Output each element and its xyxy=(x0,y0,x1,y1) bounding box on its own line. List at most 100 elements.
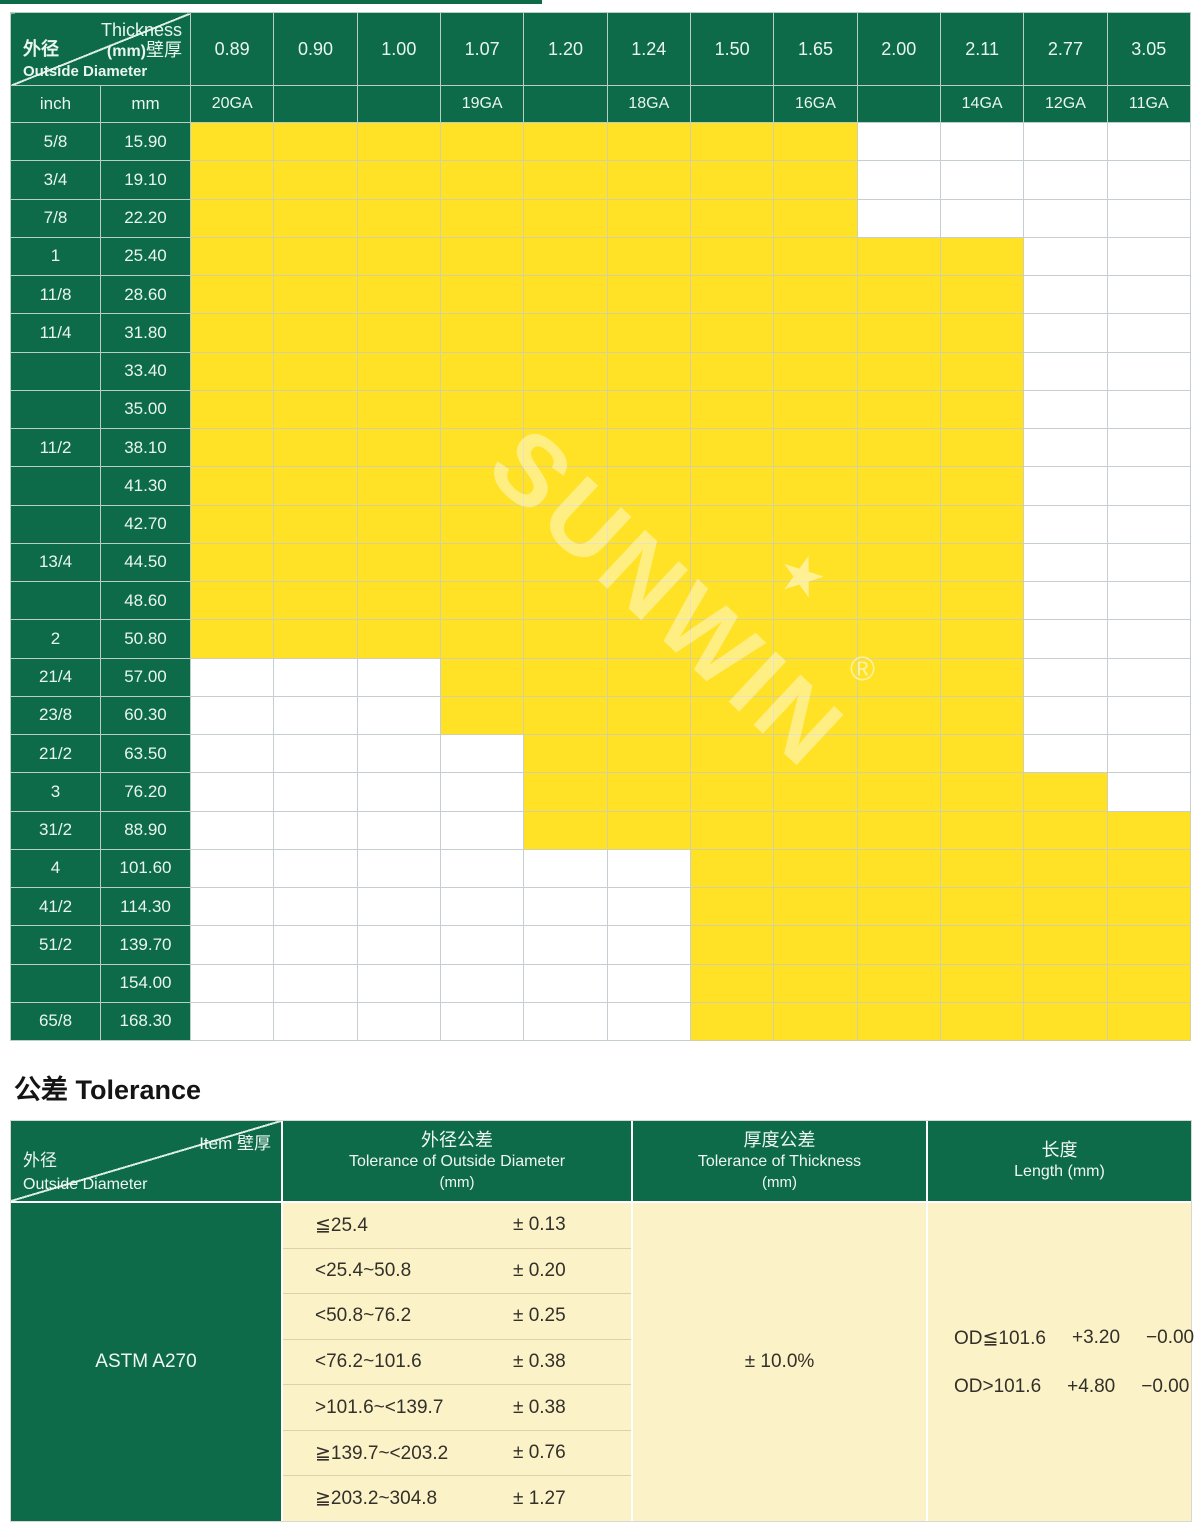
size-row-168.30: 65/8 168.30 xyxy=(10,1001,1191,1042)
tolerance-od-cn: 外径 xyxy=(23,1151,57,1170)
mm-value: 60.30 xyxy=(100,695,191,736)
available-cell xyxy=(689,274,775,315)
available-cell xyxy=(689,695,775,736)
unavailable-cell xyxy=(1106,313,1191,353)
available-cell xyxy=(273,389,358,430)
unavailable-cell xyxy=(1106,466,1191,506)
unavailable-cell xyxy=(1106,160,1191,200)
size-row-19.10: 3/4 19.10 xyxy=(10,160,1191,200)
available-cell xyxy=(1106,1001,1191,1042)
available-cell xyxy=(273,121,358,162)
available-cell xyxy=(606,542,691,583)
available-cell xyxy=(356,619,441,659)
unavailable-cell xyxy=(1023,466,1108,506)
inch-value: 4 xyxy=(10,848,101,889)
od-range: ≧139.7~<203.2 xyxy=(315,1442,449,1464)
unavailable-cell xyxy=(1023,657,1108,697)
available-cell xyxy=(856,542,941,583)
available-cell xyxy=(273,466,358,506)
mm-value: 28.60 xyxy=(100,274,191,315)
od-range: <76.2~101.6 xyxy=(315,1351,422,1373)
available-cell xyxy=(773,886,858,927)
unavailable-cell xyxy=(273,886,358,927)
inch-value: 11/4 xyxy=(10,313,101,353)
available-cell xyxy=(189,504,275,544)
unavailable-cell xyxy=(1023,160,1108,200)
gauge-label-empty xyxy=(856,85,941,123)
size-row-154.00: 154.00 xyxy=(10,963,1191,1003)
available-cell xyxy=(856,1001,941,1042)
unavailable-cell xyxy=(1023,351,1108,391)
od-range: >101.6~<139.7 xyxy=(315,1396,444,1418)
thickness-col-1.00: 1.00 xyxy=(356,12,441,86)
unavailable-cell xyxy=(439,848,525,889)
gauge-label-empty xyxy=(273,85,358,123)
unavailable-cell xyxy=(189,772,275,812)
available-cell xyxy=(189,274,275,315)
minus-tolerance: −0.00 xyxy=(1146,1326,1195,1348)
unavailable-cell xyxy=(939,160,1025,200)
available-cell xyxy=(689,886,775,927)
available-cell xyxy=(273,619,358,659)
available-cell xyxy=(856,580,941,621)
unavailable-cell xyxy=(189,848,275,889)
thickness-col-1.65: 1.65 xyxy=(773,12,858,86)
size-row-33.40: 33.40 xyxy=(10,351,1191,391)
unavailable-cell xyxy=(189,695,275,736)
inch-value: 21/2 xyxy=(10,733,101,774)
unavailable-cell xyxy=(939,121,1025,162)
available-cell xyxy=(939,504,1025,544)
unavailable-cell xyxy=(273,1001,358,1042)
available-cell xyxy=(189,542,275,583)
unavailable-cell xyxy=(606,886,691,927)
gauge-label-12GA: 12GA xyxy=(1023,85,1108,123)
available-cell xyxy=(773,504,858,544)
available-cell xyxy=(356,160,441,200)
gauge-label-11GA: 11GA xyxy=(1106,85,1191,123)
available-cell xyxy=(856,657,941,697)
available-cell xyxy=(689,810,775,850)
unavailable-cell xyxy=(1106,657,1191,697)
unavailable-cell xyxy=(1106,389,1191,430)
inch-value: 7/8 xyxy=(10,198,101,238)
mm-value: 38.10 xyxy=(100,427,191,468)
inch-value: 1 xyxy=(10,236,101,277)
available-cell xyxy=(939,848,1025,889)
size-row-15.90: 5/8 15.90 xyxy=(10,121,1191,162)
unavailable-cell xyxy=(606,1001,691,1042)
thickness-col-2.77: 2.77 xyxy=(1023,12,1108,86)
available-cell xyxy=(439,695,525,736)
available-cell xyxy=(773,848,858,889)
available-cell xyxy=(523,619,608,659)
od-range: <50.8~76.2 xyxy=(315,1305,412,1327)
unavailable-cell xyxy=(1023,542,1108,583)
available-cell xyxy=(773,963,858,1003)
size-row-88.90: 31/2 88.90 xyxy=(10,810,1191,850)
unavailable-cell xyxy=(1106,542,1191,583)
available-cell xyxy=(773,619,858,659)
od-tolerance-value: ± 0.38 xyxy=(513,1396,566,1418)
gauge-label-19GA: 19GA xyxy=(439,85,525,123)
od-tolerance-rows: ≦25.4 ± 0.13 <25.4~50.8 ± 0.20 <50.8~76.2 ± 0… xyxy=(283,1203,631,1521)
inch-header: inch xyxy=(10,85,101,123)
available-cell xyxy=(606,427,691,468)
available-cell xyxy=(439,121,525,162)
available-cell xyxy=(523,695,608,736)
available-cell xyxy=(689,351,775,391)
mm-value: 31.80 xyxy=(100,313,191,353)
available-cell xyxy=(189,313,275,353)
unavailable-cell xyxy=(856,121,941,162)
available-cell xyxy=(439,236,525,277)
corner-od-cn: 外径 xyxy=(23,39,59,59)
available-cell xyxy=(773,925,858,965)
available-cell xyxy=(439,198,525,238)
unavailable-cell xyxy=(1023,389,1108,430)
inch-value xyxy=(10,389,101,430)
available-cell xyxy=(439,389,525,430)
available-cell xyxy=(689,1001,775,1042)
unavailable-cell xyxy=(523,963,608,1003)
available-cell xyxy=(939,466,1025,506)
od-tolerance-value: ± 0.76 xyxy=(513,1442,566,1464)
tolerance-section-title: 公差 Tolerance xyxy=(14,1075,202,1105)
available-cell xyxy=(606,198,691,238)
